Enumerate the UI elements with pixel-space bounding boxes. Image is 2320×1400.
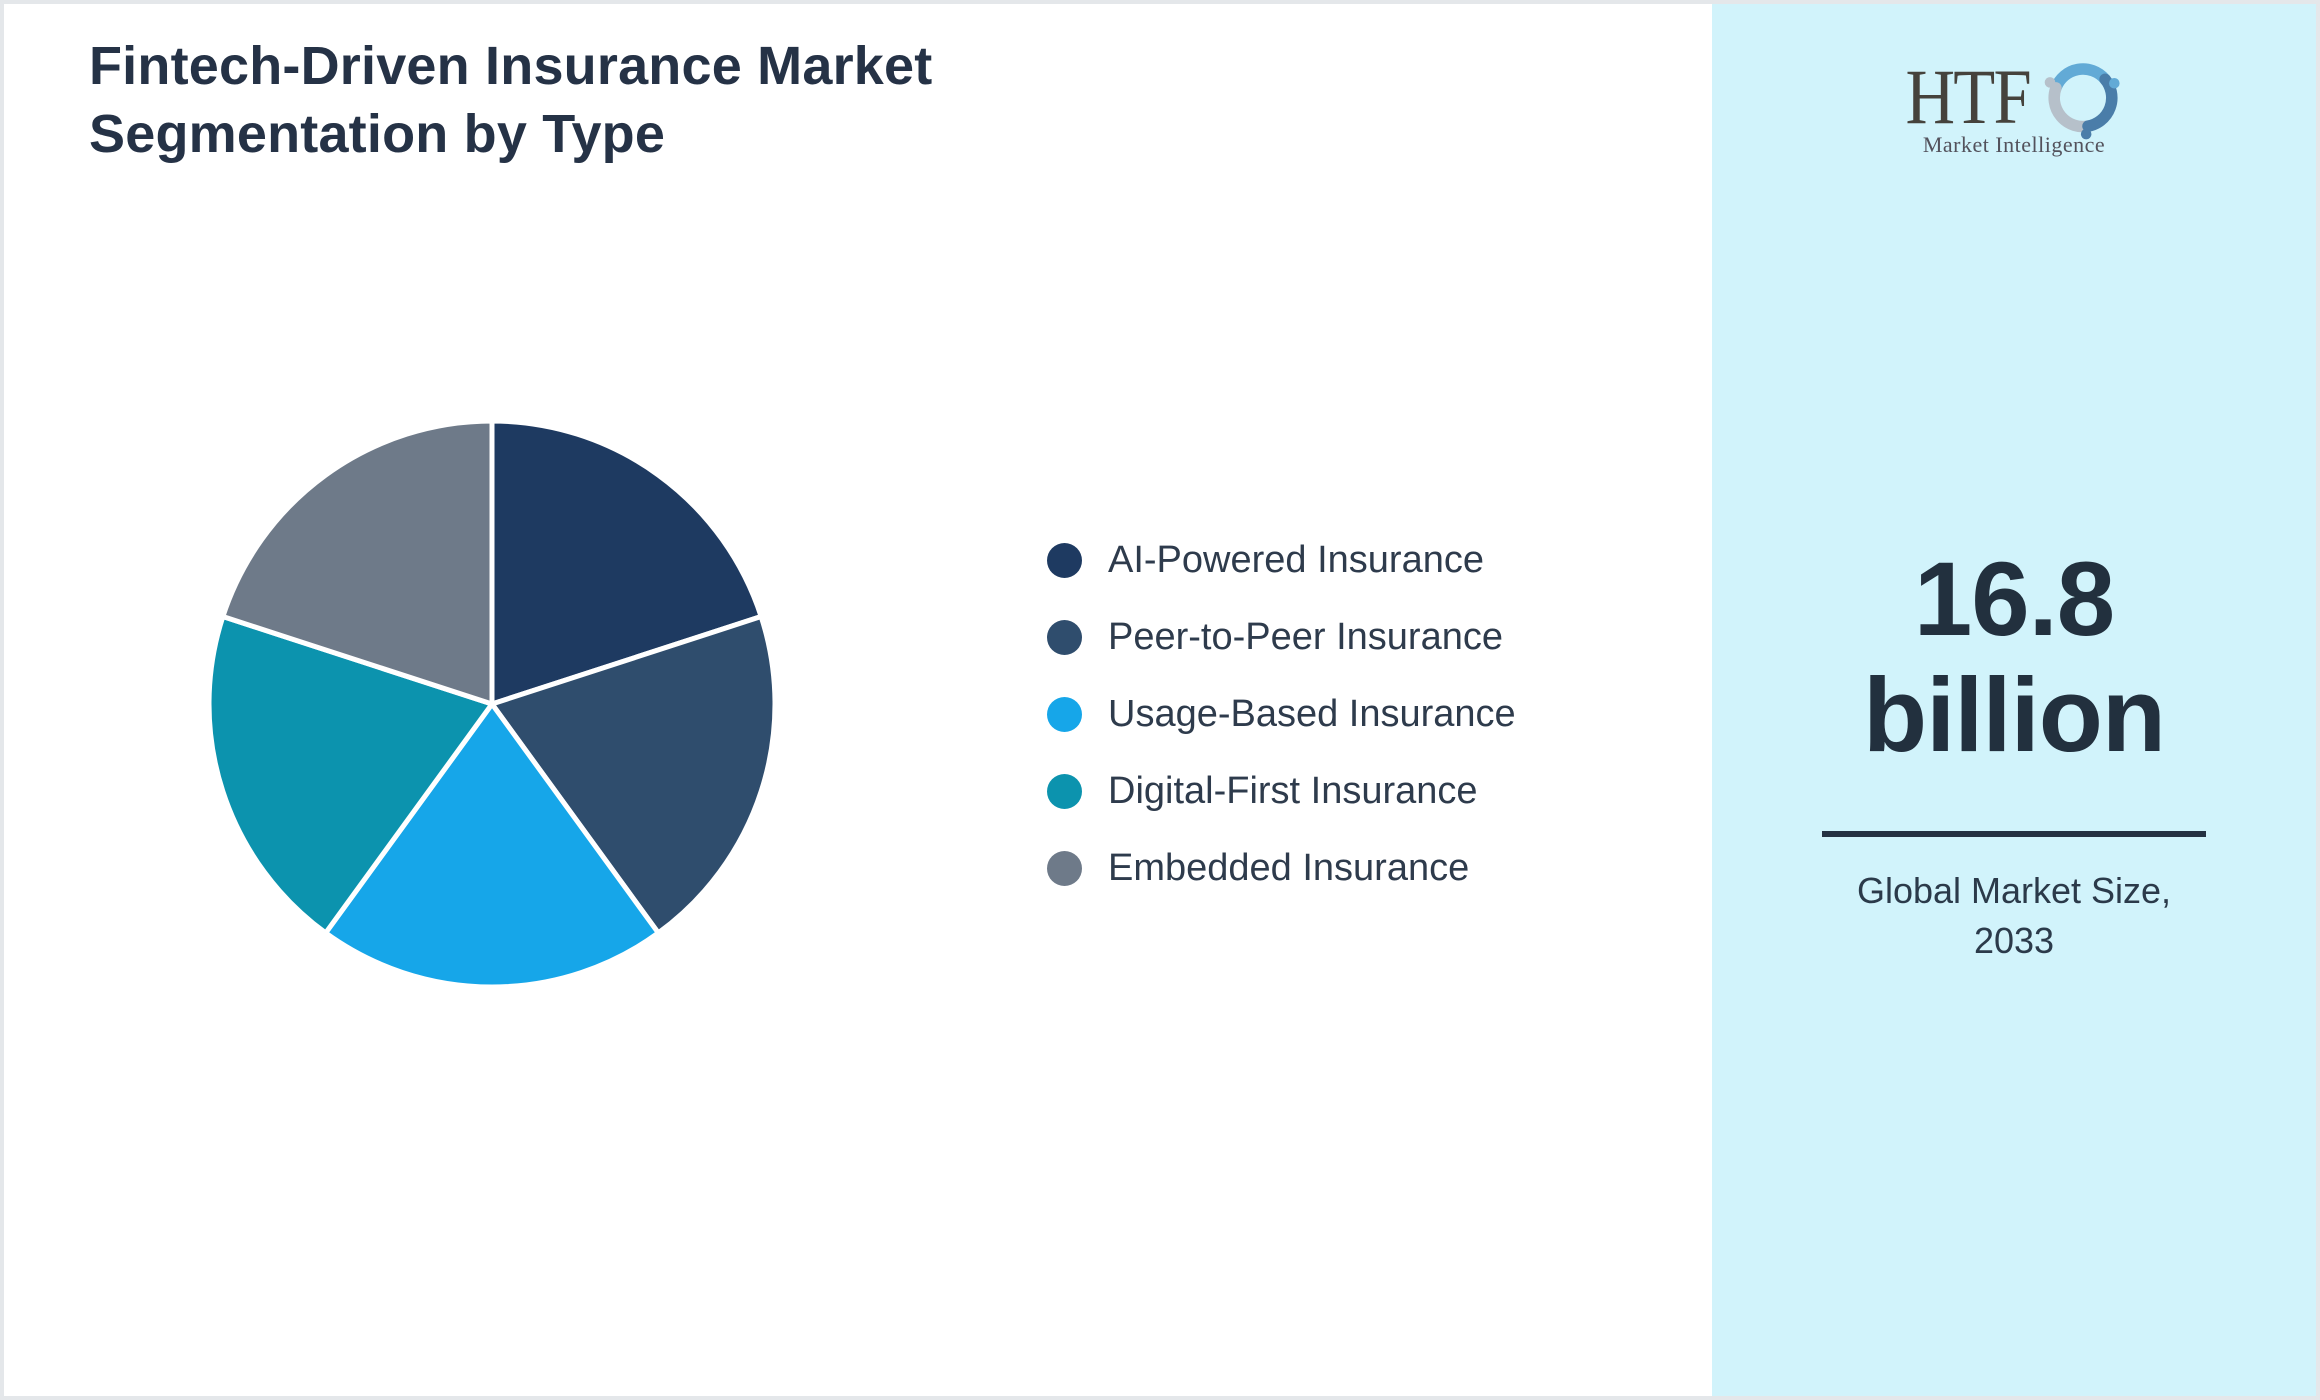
brand-name: HTF (1905, 53, 2032, 140)
legend-swatch (1047, 620, 1082, 655)
pie-slice-1 (489, 418, 764, 707)
market-size-caption-line-2: 2033 (1973, 920, 2055, 962)
legend-label: Digital-First Insurance (1108, 770, 1478, 812)
page-title: Fintech-Driven Insurance Market Segmenta… (89, 32, 932, 168)
brand-tagline: Market Intelligence (1922, 132, 2106, 157)
pie-slice-5 (220, 418, 495, 707)
legend-label: Usage-Based Insurance (1108, 693, 1516, 735)
legend-item: Embedded Insurance (1047, 830, 1516, 907)
legend-swatch (1047, 774, 1082, 809)
chart-legend: AI-Powered Insurance Peer-to-Peer Insuran… (1047, 522, 1516, 907)
page-title-line-1: Fintech-Driven Insurance Market (89, 36, 933, 96)
legend-item: AI-Powered Insurance (1047, 522, 1516, 599)
page-title-line-2: Segmentation by Type (89, 104, 666, 165)
legend-swatch (1047, 543, 1082, 578)
brand-logo-row: HTF (1897, 52, 2130, 142)
legend-item: Digital-First Insurance (1047, 753, 1516, 830)
pie-slice-2 (489, 614, 778, 936)
legend-label: Peer-to-Peer Insurance (1108, 616, 1503, 658)
market-size-value: 16.8 billion (1712, 542, 2316, 773)
sidebar: HTF Market Intelligence 16.8 billion (1712, 4, 2316, 1396)
dolphins-swirl-icon (2044, 63, 2120, 140)
brand-logo: HTF Market Intelligence (1712, 52, 2316, 158)
market-size-caption-line-1: Global Market Size, (1856, 870, 2172, 911)
pie-slice-3 (323, 701, 661, 990)
market-size-unit: billion (1862, 656, 2166, 774)
legend-item: Usage-Based Insurance (1047, 676, 1516, 753)
legend-swatch (1047, 697, 1082, 732)
legend-label: Embedded Insurance (1108, 847, 1470, 889)
pie-slice-4 (206, 614, 495, 936)
market-size-number: 16.8 (1913, 541, 2115, 658)
pie-chart (192, 404, 792, 1004)
legend-item: Peer-to-Peer Insurance (1047, 599, 1516, 676)
pie-chart-svg (206, 418, 778, 990)
legend-swatch (1047, 851, 1082, 886)
market-size-caption: Global Market Size, 2033 (1712, 866, 2316, 966)
sidebar-divider (1822, 831, 2206, 837)
legend-label: AI-Powered Insurance (1108, 539, 1484, 581)
